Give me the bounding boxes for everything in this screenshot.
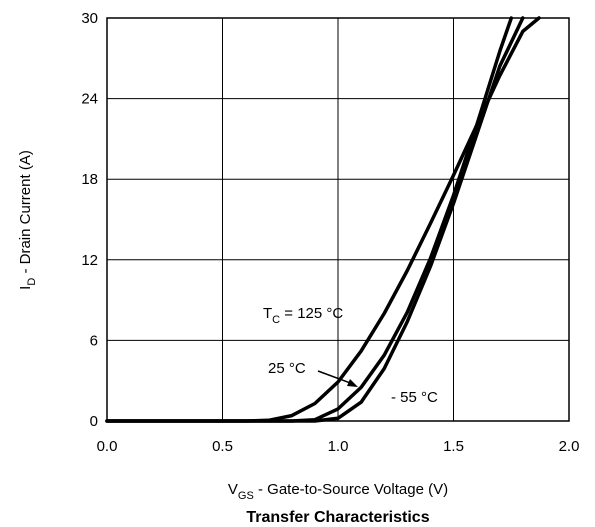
curve-125c [105, 16, 541, 423]
tick-labels: 0.0 0.5 1.0 1.5 2.0 0 6 12 18 24 30 [81, 10, 579, 455]
annotation-25c-arrow-head [347, 379, 358, 387]
x-tick-label: 1.0 [328, 438, 349, 455]
annotation-25c: 25 °C [268, 360, 306, 377]
y-axis-label: ID - Drain Current (A) [17, 150, 38, 290]
annotation-125c: TC = 125 °C [263, 305, 343, 326]
y-tick-label: 0 [90, 413, 98, 430]
x-tick-label: 2.0 [559, 438, 580, 455]
annotation-minus55c: - 55 °C [391, 389, 438, 406]
curve-minus55c [105, 16, 525, 423]
y-tick-label: 6 [90, 332, 98, 349]
plot-frame [106, 17, 570, 422]
grid [107, 18, 569, 421]
annotation-25c-arrow-line [317, 370, 354, 385]
y-tick-label: 12 [81, 252, 98, 269]
x-axis-label: VGS - Gate-to-Source Voltage (V) [228, 481, 448, 502]
curves [105, 16, 541, 423]
y-tick-label: 24 [81, 91, 98, 108]
x-tick-label: 0.5 [212, 438, 233, 455]
x-tick-label: 1.5 [443, 438, 464, 455]
curve-25c [105, 16, 514, 423]
x-tick-label: 0.0 [97, 438, 118, 455]
chart-title: Transfer Characteristics [246, 509, 429, 526]
y-tick-label: 18 [81, 171, 98, 188]
y-tick-label: 30 [81, 10, 98, 27]
